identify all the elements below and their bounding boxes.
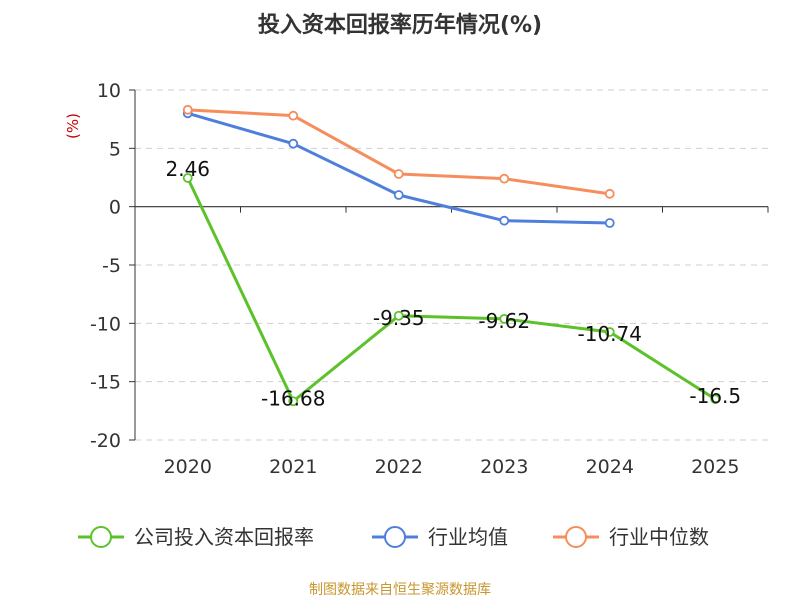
series-lines: [182, 104, 721, 407]
data-point: [288, 138, 299, 149]
y-tick-label: -15: [90, 372, 121, 394]
x-tick-label: 2025: [691, 456, 739, 478]
legend: 公司投入资本回报率 行业均值 行业中位数: [78, 525, 709, 549]
series-line-0: [186, 177, 717, 403]
chart-title: 投入资本回报率历年情况(%): [258, 12, 542, 38]
data-label: -9.62: [478, 309, 530, 333]
series-line-2: [187, 108, 610, 196]
data-point: [710, 394, 721, 405]
data-label: 2.46: [165, 157, 210, 181]
x-tick-label: 2022: [375, 456, 423, 478]
y-axis-label: (%): [64, 113, 82, 139]
x-tick-label: 2023: [480, 456, 528, 478]
legend-swatch-marker: [90, 526, 112, 548]
legend-item: 行业均值: [372, 525, 508, 549]
data-point: [604, 188, 615, 199]
source-note: 制图数据来自恒生聚源数据库: [309, 582, 491, 598]
x-tick-label: 2020: [164, 456, 212, 478]
data-point: [499, 215, 510, 226]
legend-label: 行业中位数: [609, 525, 709, 549]
data-point: [393, 310, 404, 321]
x-tick-label: 2021: [269, 456, 317, 478]
data-point: [182, 104, 193, 115]
axes: 10 5 0 -5 -10 -15 -20 2020 2021 2022 2023 2024 2025: [90, 80, 769, 478]
data-point: [393, 190, 404, 200]
data-point: [499, 313, 510, 324]
legend-label: 行业均值: [428, 525, 508, 549]
data-point: [288, 396, 299, 407]
data-point: [604, 218, 615, 228]
y-tick-label: -10: [90, 313, 121, 335]
legend-swatch-marker: [565, 526, 587, 548]
data-point: [288, 110, 299, 121]
y-tick-label: -20: [90, 430, 121, 452]
legend-swatch-marker: [384, 526, 406, 548]
data-label: -16.68: [261, 386, 325, 410]
data-label: -9.35: [373, 306, 425, 330]
data-labels: 2.46 -16.68 -9.35 -9.62 -10.74 -16.5: [165, 157, 741, 410]
y-tick-label: 10: [97, 80, 121, 102]
y-tick-label: 5: [109, 138, 121, 160]
x-tick-label: 2024: [586, 456, 634, 478]
data-label: -10.74: [578, 322, 642, 346]
data-point: [499, 173, 510, 184]
data-point: [604, 327, 615, 337]
legend-item: 行业中位数: [553, 525, 709, 549]
data-point: [182, 173, 193, 183]
legend-item: 公司投入资本回报率: [78, 525, 314, 549]
y-tick-label: -5: [102, 255, 121, 277]
y-tick-label: 0: [109, 197, 121, 219]
legend-label: 公司投入资本回报率: [134, 525, 314, 549]
data-label: -16.5: [689, 384, 741, 408]
data-point: [393, 169, 404, 179]
